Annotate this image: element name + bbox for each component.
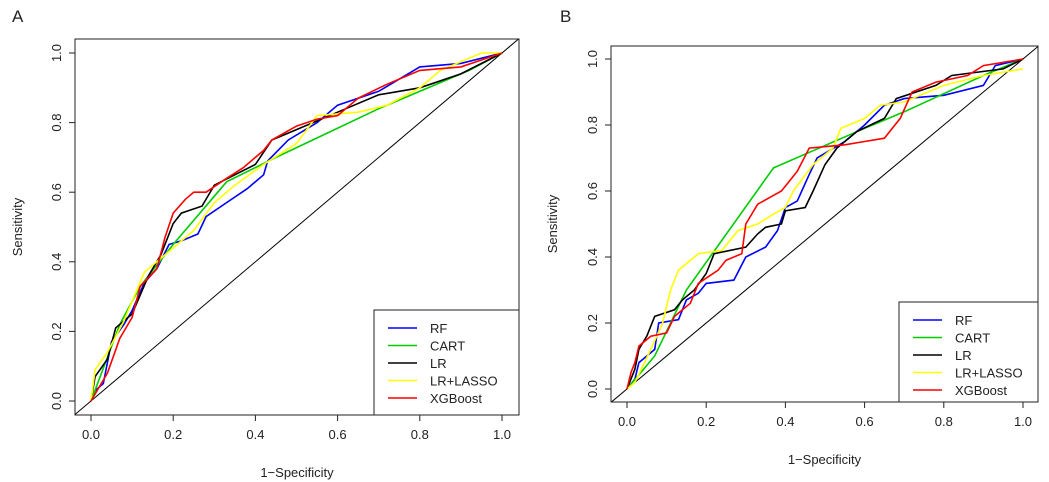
x-tick-label: 1.0	[1014, 414, 1032, 429]
x-tick-label: 0.8	[411, 427, 429, 442]
plot-area	[611, 46, 1038, 402]
x-tick-label: 0.8	[935, 414, 953, 429]
y-tick-label: 0.0	[585, 380, 600, 398]
legend-entry: CART	[430, 339, 465, 354]
x-tick-label: 0.4	[246, 427, 264, 442]
legend: RF CART LR LR+LASSO XGBoost	[898, 301, 1039, 403]
x-tick-label: 1.0	[493, 427, 511, 442]
legend-entry: LR+LASSO	[430, 374, 498, 389]
roc-curve-lrlasso	[90, 52, 502, 402]
y-tick-label: 0.2	[585, 314, 600, 332]
y-tick-label: 0.8	[585, 116, 600, 134]
x-tick-label: 0.6	[856, 414, 874, 429]
x-tick-label: 0.2	[164, 427, 182, 442]
y-axis-label: Sensitivity	[10, 197, 25, 256]
legend-entry: LR+LASSO	[955, 366, 1023, 381]
roc-curve-cart	[626, 58, 1024, 390]
legend-entry: CART	[955, 331, 990, 346]
roc-curve-rf	[626, 58, 1024, 390]
legend-entry: XGBoost	[955, 383, 1007, 398]
x-axis-label: 1−Specificity	[788, 452, 862, 467]
legend-entry: LR	[430, 356, 447, 371]
roc-curve-cart	[90, 52, 503, 402]
y-tick-label: 1.0	[49, 44, 64, 62]
legend-entry: XGBoost	[430, 391, 482, 406]
y-tick-label: 0.6	[585, 182, 600, 200]
plot-area	[75, 39, 519, 415]
y-axis-label: Sensitivity	[545, 194, 560, 253]
roc-curve-lr	[626, 58, 1024, 390]
x-tick-label: 0.4	[776, 414, 794, 429]
reference-diagonal-line	[611, 46, 1038, 402]
roc-panel-A: A 0.0 0.2 0.4 0.6 0.8 1.0 1−Specificity 0.0 0.2 0.…	[10, 7, 520, 480]
x-tick-label: 0.0	[82, 427, 100, 442]
y-tick-label: 1.0	[585, 50, 600, 68]
panel-label: A	[12, 7, 24, 26]
roc-curve-xgboost	[626, 58, 1024, 390]
legend-entry: RF	[430, 321, 447, 336]
y-tick-label: 0.6	[49, 183, 64, 201]
reference-diagonal-line	[75, 39, 519, 415]
roc-curve-xgboost	[90, 52, 503, 402]
y-tick-label: 0.2	[49, 322, 64, 340]
y-tick-label: 0.0	[49, 392, 64, 410]
panel-label: B	[560, 7, 571, 26]
x-tick-label: 0.2	[697, 414, 715, 429]
y-tick-label: 0.4	[585, 248, 600, 266]
legend-entry: LR	[955, 348, 972, 363]
legend-entry: RF	[955, 313, 972, 328]
x-tick-label: 0.6	[329, 427, 347, 442]
roc-curve-lr	[90, 52, 503, 402]
legend-box	[898, 301, 1039, 403]
y-tick-label: 0.4	[49, 253, 64, 271]
roc-panel-B: B 0.0 0.2 0.4 0.6 0.8 1.0 1−Specificity 0.0 0.2 0.…	[545, 7, 1039, 467]
x-tick-label: 0.0	[618, 414, 636, 429]
legend: RF CART LR LR+LASSO XGBoost	[373, 309, 520, 416]
roc-curve-lrlasso	[626, 68, 1024, 390]
y-tick-label: 0.8	[49, 114, 64, 132]
x-axis-label: 1−Specificity	[260, 465, 334, 480]
